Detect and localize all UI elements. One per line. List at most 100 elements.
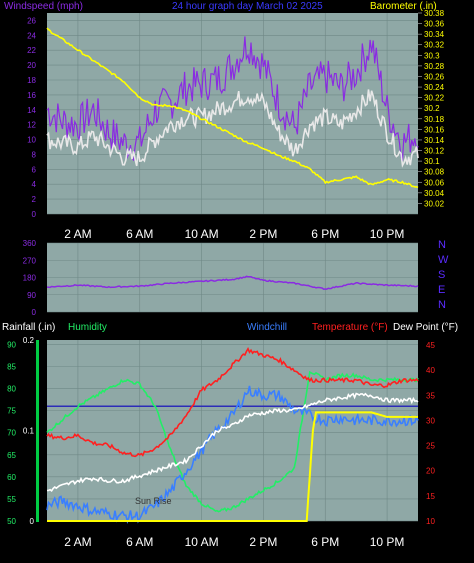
wind-time-tick-label: 6 AM <box>126 227 153 241</box>
barometer-tick-label: 30.2 <box>424 104 440 113</box>
rain-axis-bar <box>36 340 39 522</box>
direction-tick-label: 360 <box>23 239 37 248</box>
windchill-label: Windchill <box>247 322 287 333</box>
barometer-tick-label: 30.1 <box>424 157 440 166</box>
windspeed-tick-label: 20 <box>27 61 36 70</box>
temperature-tick-label: 10 <box>426 517 435 526</box>
barometer-tick-label: 30.26 <box>424 72 445 81</box>
wind-time-tick-label: 6 PM <box>311 227 339 241</box>
barometer-tick-label: 30.12 <box>424 147 445 156</box>
windspeed-tick-label: 16 <box>27 91 36 100</box>
barometer-label: Barometer (.in) <box>370 1 437 12</box>
barometer-tick-label: 30.28 <box>424 62 445 71</box>
humidity-tick-label: 55 <box>7 495 16 504</box>
barometer-tick-label: 30.16 <box>424 125 445 134</box>
rain-axis-ticks: 0.2 0.1 0 <box>23 336 35 526</box>
compass-letter: N <box>438 239 446 251</box>
temperature-tick-label: 20 <box>426 467 435 476</box>
humidity-tick-label: 75 <box>7 407 16 416</box>
temp-time-tick-label: 10 PM <box>370 535 405 549</box>
windchill-line <box>46 385 419 525</box>
humidity-tick-label: 65 <box>7 451 16 460</box>
windspeed-tick-label: 2 <box>32 195 37 204</box>
rain-tick-label: 0 <box>30 517 35 526</box>
direction-gridlines <box>47 242 418 313</box>
temperature-tick-label: 40 <box>426 366 435 375</box>
barometer-line <box>46 27 419 189</box>
direction-tick-label: 0 <box>32 308 37 317</box>
dewpoint-line <box>46 392 419 492</box>
wind-plot-area <box>47 13 418 214</box>
temp-series <box>46 347 419 525</box>
barometer-tick-label: 30.32 <box>424 41 445 50</box>
humidity-axis-ticks: 90 85 80 75 70 65 60 55 50 <box>7 340 16 526</box>
barometer-tick-label: 30.04 <box>424 189 445 198</box>
wind-time-tick-label: 2 AM <box>64 227 91 241</box>
barometer-tick-label: 30.3 <box>424 51 440 60</box>
direction-series <box>46 275 419 290</box>
temp-time-tick-label: 2 AM <box>64 535 91 549</box>
temp-time-axis-ticks: 2 AM 6 AM 10 AM 2 PM 6 PM 10 PM <box>64 535 404 549</box>
temp-plot-area <box>47 340 418 521</box>
graph-title: 24 hour graph day March 02 2025 <box>172 1 323 12</box>
windspeed-tick-label: 6 <box>32 165 37 174</box>
wind-time-tick-label: 10 PM <box>370 227 405 241</box>
temperature-tick-label: 25 <box>426 442 435 451</box>
wind-time-tick-label: 2 PM <box>249 227 277 241</box>
temperature-line <box>46 347 419 458</box>
direction-tick-label: 90 <box>27 291 36 300</box>
temp-time-tick-label: 6 PM <box>311 535 339 549</box>
barometer-tick-label: 30.08 <box>424 168 445 177</box>
humidity-tick-label: 70 <box>7 429 16 438</box>
direction-line <box>46 275 419 290</box>
rain-tick-label: 0.1 <box>23 427 35 436</box>
barometer-tick-label: 30.14 <box>424 136 445 145</box>
dewpoint-label: Dew Point (°F) <box>393 322 458 333</box>
wind-line <box>46 89 419 168</box>
temperature-axis-ticks: 45 40 35 30 25 20 15 10 <box>426 341 435 526</box>
barometer-tick-label: 30.38 <box>424 9 445 18</box>
barometer-tick-label: 30.24 <box>424 83 445 92</box>
temperature-tick-label: 35 <box>426 391 435 400</box>
rain-tick-label: 0.2 <box>23 336 35 345</box>
humidity-tick-label: 90 <box>7 340 16 349</box>
rainfall-line <box>47 411 418 522</box>
humidity-label: Humidity <box>68 322 107 333</box>
windspeed-tick-label: 10 <box>27 136 36 145</box>
temp-time-tick-label: 10 AM <box>185 535 219 549</box>
wind-time-axis-ticks: 2 AM 6 AM 10 AM 2 PM 6 PM 10 PM <box>64 227 404 241</box>
temperature-tick-label: 15 <box>426 492 435 501</box>
windspeed-tick-label: 14 <box>27 106 36 115</box>
compass-letter: W <box>438 254 449 266</box>
temp-time-tick-label: 2 PM <box>249 535 277 549</box>
windspeed-tick-label: 12 <box>27 121 36 130</box>
windspeed-label: Windspeed (mph) <box>4 1 83 12</box>
temperature-tick-label: 30 <box>426 416 435 425</box>
humidity-tick-label: 80 <box>7 385 16 394</box>
windspeed-tick-label: 8 <box>32 150 37 159</box>
humidity-tick-label: 60 <box>7 473 16 482</box>
direction-tick-label: 180 <box>23 274 37 283</box>
temperature-label: Temperature (°F) <box>312 322 388 333</box>
direction-tick-label: 270 <box>23 256 37 265</box>
gust-line <box>46 36 419 162</box>
temperature-tick-label: 45 <box>426 341 435 350</box>
wind-time-tick-label: 10 AM <box>185 227 219 241</box>
humidity-line <box>46 370 419 513</box>
sunrise-annotation: Sun Rise <box>135 496 172 506</box>
barometer-tick-label: 30.36 <box>424 20 445 29</box>
temperature-humidity-panel: 0.2 0.1 0 90 85 80 75 70 65 60 55 50 45 40 35 30 25 20 1… <box>7 336 435 549</box>
windspeed-tick-label: 26 <box>27 16 36 25</box>
windspeed-tick-label: 22 <box>27 46 36 55</box>
barometer-tick-label: 30.22 <box>424 94 445 103</box>
temp-time-tick-label: 6 AM <box>126 535 153 549</box>
windspeed-tick-label: 18 <box>27 76 36 85</box>
barometer-tick-label: 30.34 <box>424 30 445 39</box>
compass-letter: E <box>438 284 445 296</box>
compass-letter: N <box>438 299 446 311</box>
